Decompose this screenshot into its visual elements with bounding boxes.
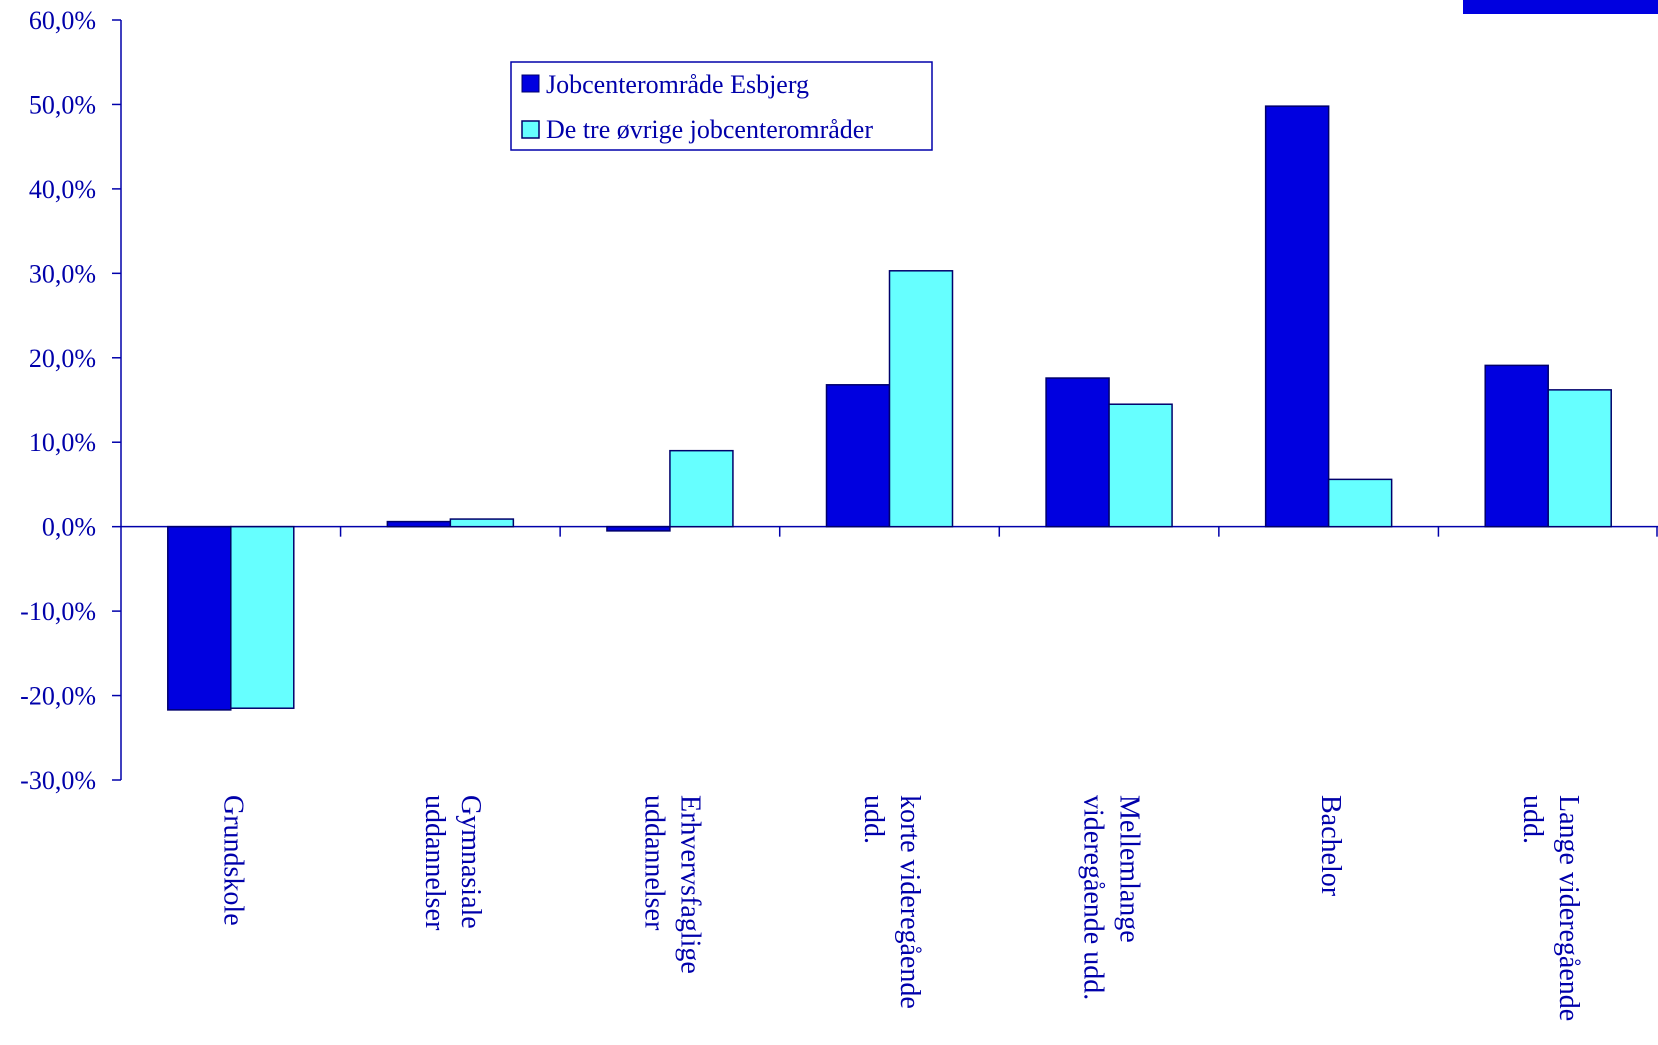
bar-esbjerg [606,525,671,532]
bar-others [449,518,515,528]
x-category-label: Bachelor [1315,795,1346,897]
y-tick-label: 40,0% [29,175,96,204]
y-tick-label: 50,0% [29,90,96,119]
bars [167,105,1612,711]
bar-others [669,449,734,528]
x-category-label: udd. [1517,795,1548,844]
bar-others [1327,478,1393,528]
y-tick-label: 30,0% [29,259,96,288]
bar-others [888,270,954,528]
x-category-label: uddannelser [419,795,450,931]
y-tick-label: 0,0% [42,513,96,542]
x-category-label: Lange videregående [1553,795,1584,1021]
legend-box [510,61,933,151]
x-category-label: Gymnasiale [455,795,486,929]
y-tick-label: 10,0% [29,428,96,457]
corner-marker [1463,0,1658,14]
bar-esbjerg [1484,364,1549,528]
x-category-label: Erhvervsfaglige [675,795,706,974]
x-category-label: korte videregående [894,795,925,1009]
y-tick-label: -30,0% [20,766,96,795]
x-category-label: udd. [858,795,889,844]
x-category-label: Mellemlange [1114,795,1145,943]
y-tick-label: 20,0% [29,344,96,373]
axes: -30,0% -20,0% -10,0% 0,0% 10,0% 20,0% 30,0% 40,… [20,6,1658,1021]
bar-others [1547,389,1612,528]
x-category-label: videregående udd. [1078,795,1109,1000]
legend-label-esbjerg: Jobcenterområde Esbjerg [546,70,809,99]
x-category-label: uddannelser [639,795,670,931]
x-category-label: Grundskole [217,795,248,926]
bar-esbjerg [167,525,232,711]
bar-esbjerg [1045,377,1110,528]
y-tick-label: -10,0% [20,597,96,626]
bar-others [1108,403,1173,528]
bar-others [230,525,295,709]
y-tick-label: -20,0% [20,682,96,711]
bar-esbjerg [386,520,452,528]
legend-swatch-esbjerg [521,74,540,93]
legend: Jobcenterområde Esbjerg De tre øvrige jo… [510,61,933,151]
bar-esbjerg [825,384,891,528]
y-tick-label: 60,0% [29,6,96,35]
bar-esbjerg [1264,105,1330,528]
legend-swatch-others [521,120,540,139]
legend-label-others: De tre øvrige jobcenterområder [546,115,873,144]
